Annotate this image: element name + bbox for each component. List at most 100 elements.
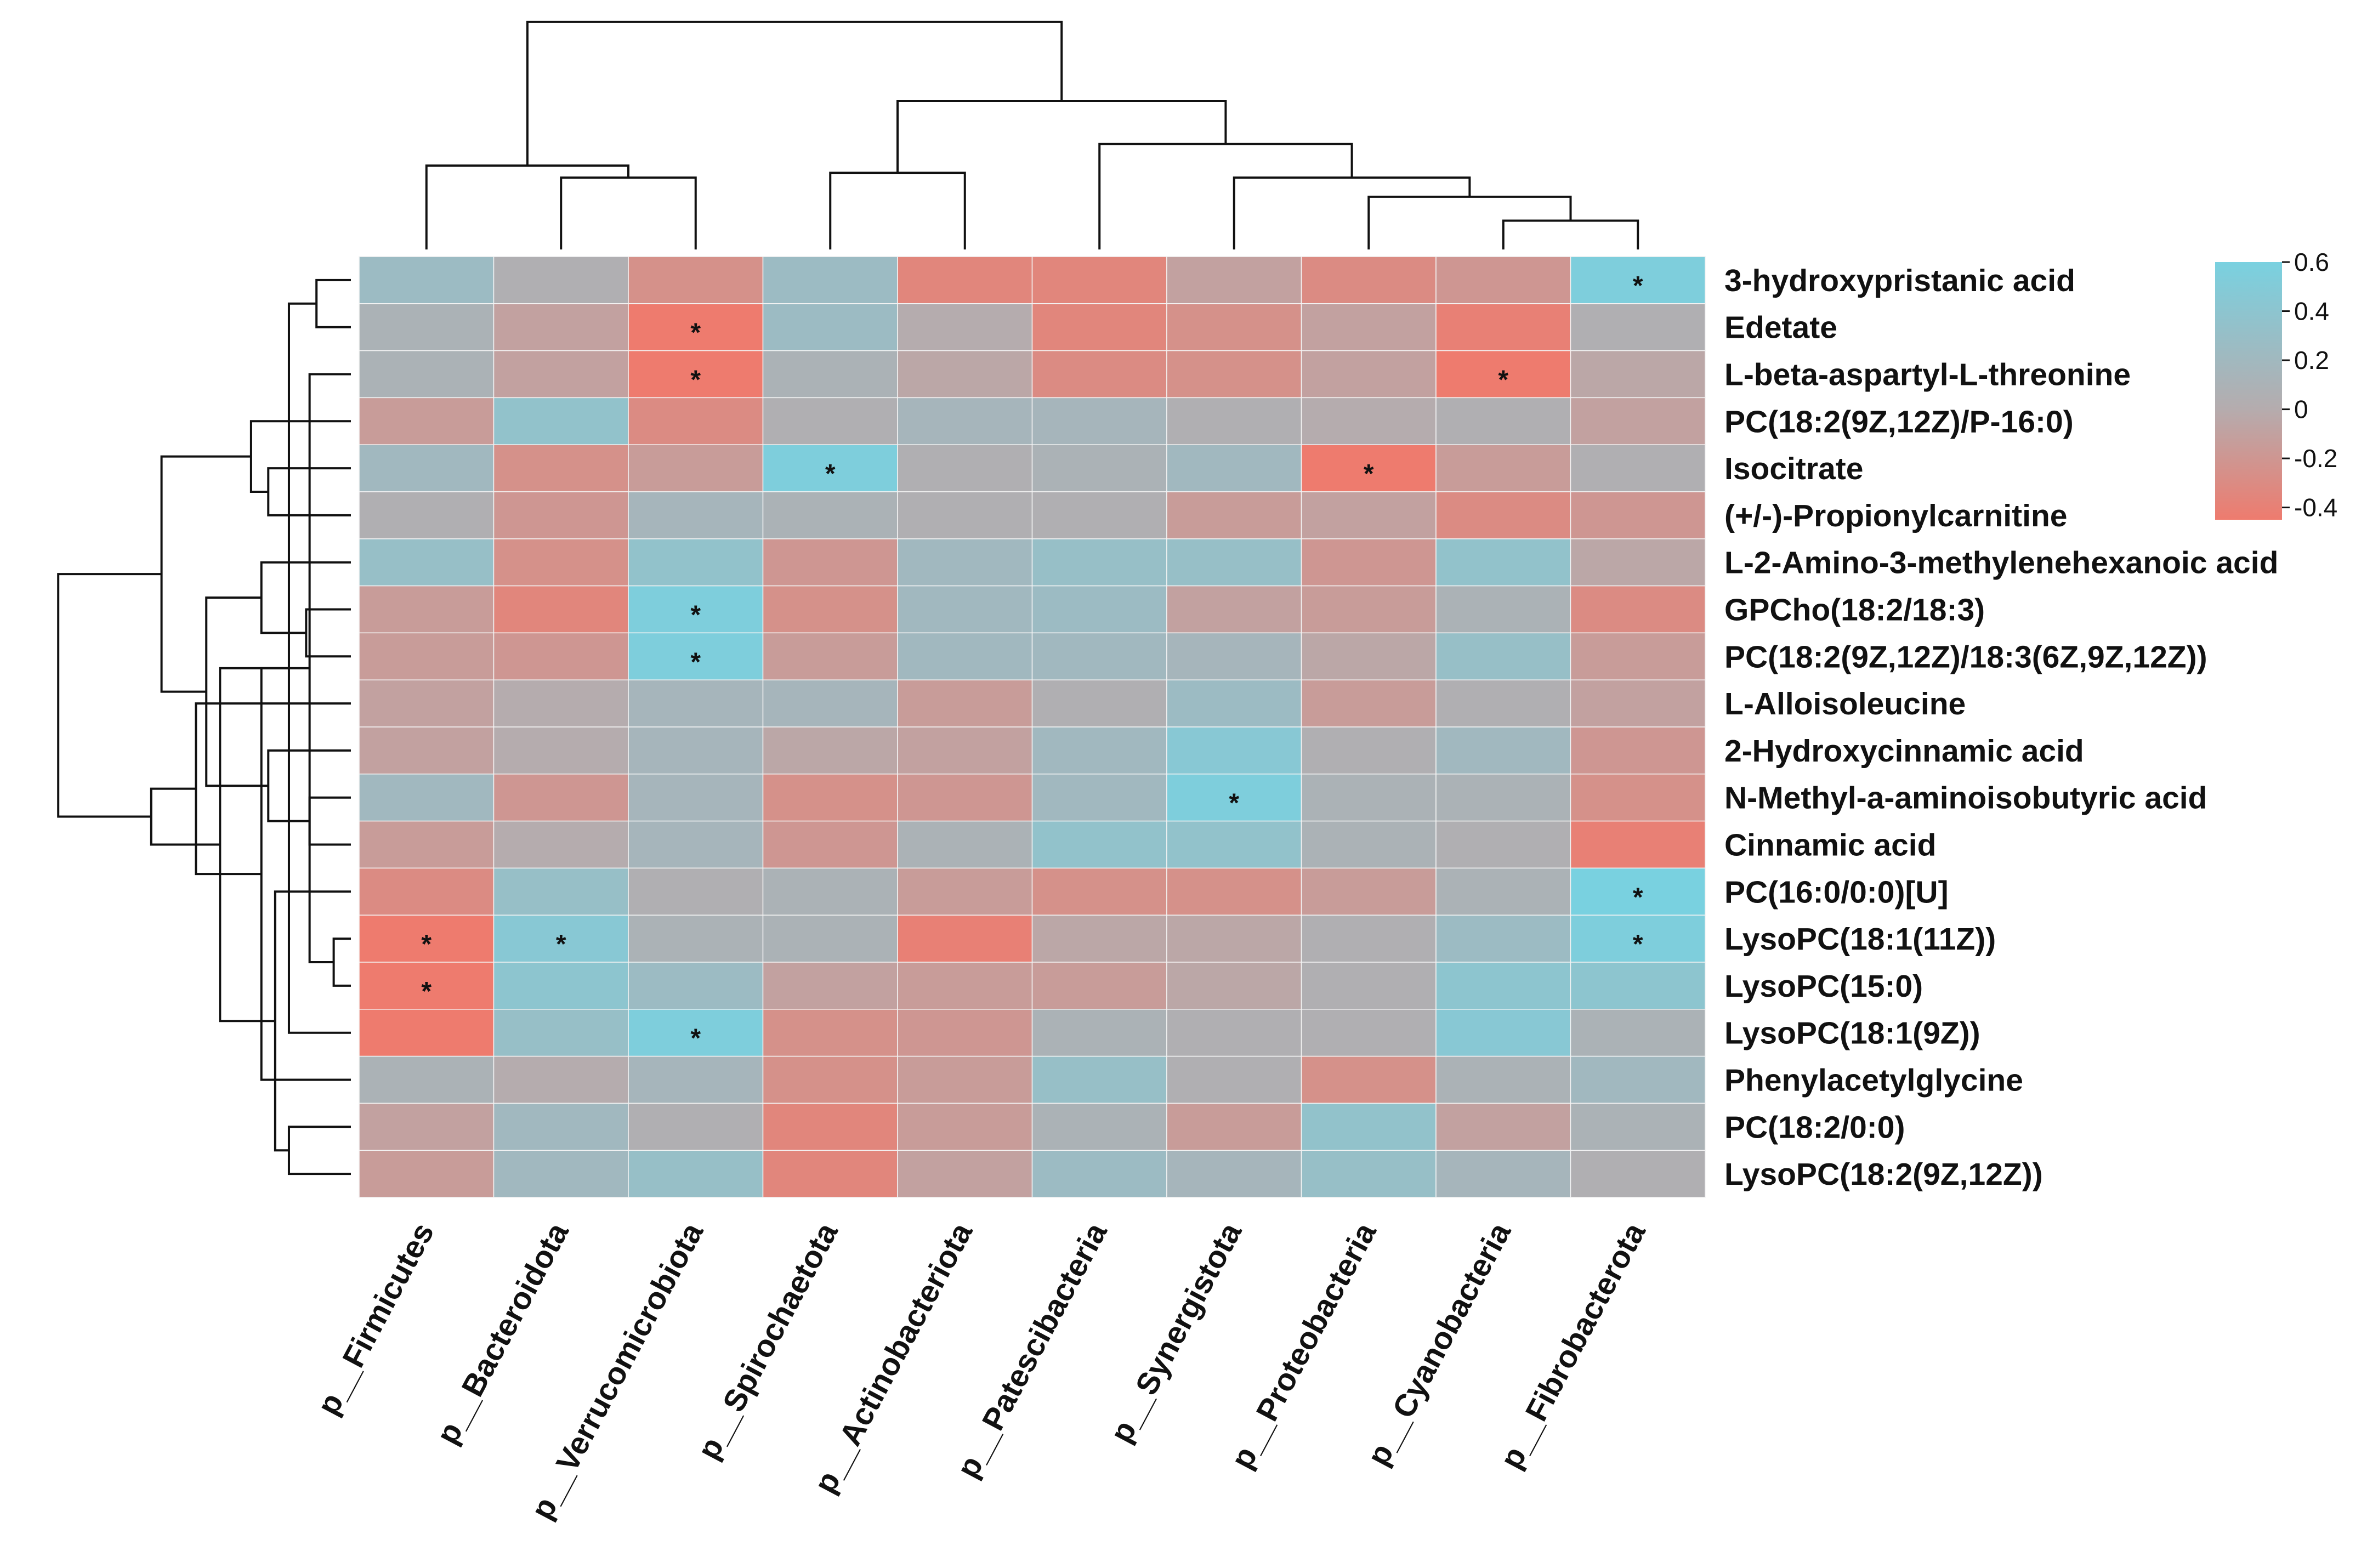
heatmap-cell [1166,303,1302,351]
row-label: Edetate [1724,310,1837,345]
heatmap-cell [628,914,764,963]
row-dendrogram-branch [150,787,220,846]
heatmap-cell [628,397,764,445]
heatmap-cell [762,820,898,869]
heatmap-cell [1570,632,1706,680]
heatmap-cell [1435,679,1571,728]
heatmap-cell [359,585,495,634]
row-dendrogram-branch [219,667,310,1022]
heatmap-cell [1570,1103,1706,1151]
heatmap-cell [1301,350,1437,399]
heatmap-cell [493,774,629,822]
heatmap-cell [762,397,898,445]
heatmap-cell [628,303,764,351]
heatmap-cell [1301,444,1437,492]
heatmap-cell [897,820,1033,869]
heatmap-cell [628,820,764,869]
heatmap-cell [1435,632,1571,680]
row-label: 3-hydroxypristanic acid [1724,263,2075,298]
row-label: L-2-Amino-3-methylenehexanoic acid [1724,546,2278,581]
heatmap-cell [1570,303,1706,351]
row-label: GPCho(18:2/18:3) [1724,593,1985,628]
significance-star: * [690,1024,701,1053]
row-label: PC(18:2/0:0) [1724,1110,1905,1145]
heatmap-cell [1301,538,1437,587]
row-dendrogram-branch [308,373,351,963]
heatmap-cell [628,632,764,680]
column-label: p__Patescibacteria [950,1217,1115,1484]
heatmap-cell [1031,1009,1167,1057]
row-dendrogram-branch [57,573,162,818]
heatmap-cell [1570,679,1706,728]
heatmap-cell [762,1009,898,1057]
significance-star: * [1498,366,1508,395]
heatmap-cell [1031,867,1167,916]
heatmap-cell [1166,1103,1302,1151]
heatmap-cell [628,491,764,539]
colorbar-tick-label: 0 [2294,395,2308,424]
heatmap-cell [1435,256,1571,304]
row-label: LysoPC(18:2(9Z,12Z)) [1724,1157,2043,1192]
significance-star: * [1633,930,1643,959]
heatmap-cell [762,962,898,1010]
heatmap-cell [1570,256,1706,304]
row-label: 2-Hydroxycinnamic acid [1724,734,2084,769]
heatmap-cell [359,256,495,304]
heatmap-cell [1031,444,1167,492]
heatmap-cell [1435,962,1571,1010]
column-label: p__Cyanobacteria [1360,1217,1518,1472]
column-dendrogram-branch [560,176,697,249]
colorbar-tick-label: 0.6 [2294,248,2329,276]
heatmap-cell [1570,726,1706,775]
heatmap-cell [1031,538,1167,587]
heatmap-cell [1570,1055,1706,1104]
heatmap-cell [359,820,495,869]
heatmap-cell [1031,914,1167,963]
heatmap-cell [897,303,1033,351]
significance-star: * [690,366,701,395]
colorbar-legend: 0.6 0.4 0.2 0 -0.2 -0.4 [2215,248,2337,522]
colorbar-tick-label: -0.2 [2294,444,2337,473]
column-label: p__Spirochaetota [691,1217,845,1465]
heatmap-cell [897,585,1033,634]
heatmap-cell [1301,867,1437,916]
heatmap-cell [1031,303,1167,351]
heatmap-cell [1031,256,1167,304]
heatmap-cell [359,538,495,587]
heatmap-cell [762,774,898,822]
heatmap-cell [1435,444,1571,492]
heatmap-cell [1435,726,1571,775]
row-labels: 3-hydroxypristanic acid Edetate L-beta-asp… [1724,263,2278,1192]
heatmap-cell [493,914,629,963]
heatmap-cell [493,820,629,869]
heatmap-cell [1166,867,1302,916]
heatmap-cell [628,679,764,728]
column-label: p__Proteobacteria [1224,1217,1384,1474]
column-label: p__Bacteroidota [430,1217,576,1450]
heatmap-cell [359,1150,495,1198]
heatmap-cell [628,726,764,775]
heatmap-cell [1435,774,1571,822]
heatmap-cell [1301,914,1437,963]
column-dendrogram [425,20,1639,249]
row-label: Phenylacetylglycine [1724,1063,2023,1098]
heatmap-cell [1166,256,1302,304]
heatmap-cell [1166,632,1302,680]
heatmap-cell [359,914,495,963]
heatmap-cell [1301,632,1437,680]
row-dendrogram-branch [305,608,351,658]
heatmap-cell [359,350,495,399]
heatmap-cell [897,1150,1033,1198]
heatmap-cell [1031,585,1167,634]
row-label: LysoPC(18:1(11Z)) [1724,922,1996,957]
heatmap-cell [1435,303,1571,351]
colorbar-tick-label: 0.2 [2294,346,2329,374]
significance-star: * [690,319,701,348]
heatmap-cell [1166,444,1302,492]
heatmap-cell [897,914,1033,963]
heatmap-cell [1166,1009,1302,1057]
heatmap-cell [359,303,495,351]
heatmap-cell [628,1150,764,1198]
heatmap-cell [1570,820,1706,869]
